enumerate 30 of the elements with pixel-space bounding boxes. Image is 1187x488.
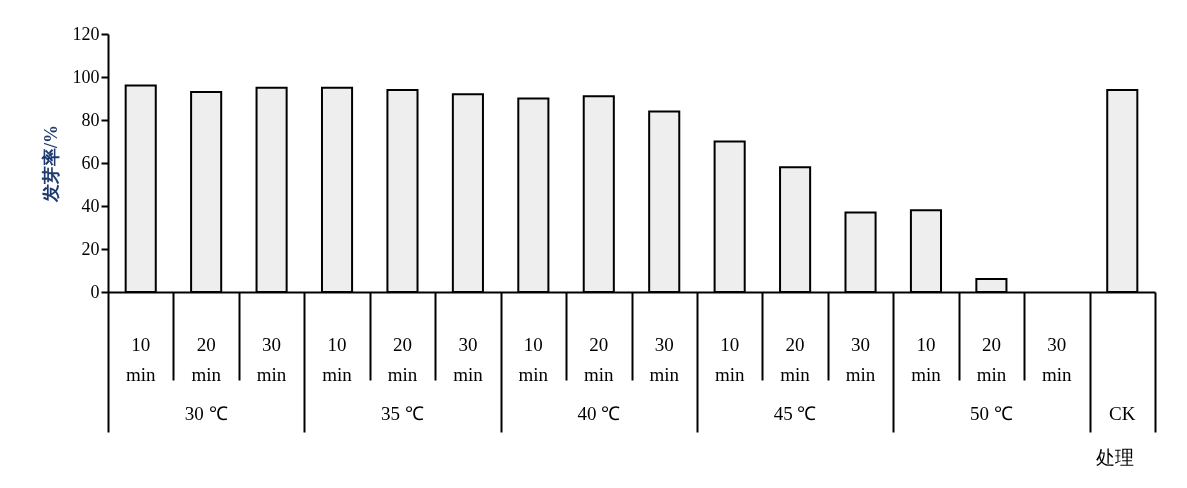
x-axis-title: 处理: [1096, 447, 1134, 468]
x-tick-label: 20 min: [976, 334, 1007, 385]
x-tick-label: 20 min: [780, 334, 811, 385]
x-tick-label: 10 min: [125, 334, 156, 385]
y-tick-label: 120: [72, 23, 100, 44]
x-tick-label: 30 min: [1042, 334, 1073, 385]
x-tick-label: 30 min: [845, 334, 876, 385]
x-tick-label: 30 min: [453, 334, 484, 385]
x-tick-label: 10 min: [322, 334, 353, 385]
text: 50 ℃: [970, 403, 1013, 424]
text: 30 ℃: [184, 403, 228, 424]
x-tick-label: 20 min: [584, 334, 615, 385]
text: 40 ℃: [577, 403, 621, 424]
y-tick-label: 60: [81, 152, 100, 173]
y-tick-label: 100: [72, 66, 100, 87]
x-tick-label: 20 min: [191, 334, 222, 385]
text: 45 ℃: [773, 403, 817, 424]
x-tick-label: 30 min: [256, 334, 287, 385]
x-tick-label: 10 min: [518, 334, 549, 385]
text: CK: [1109, 403, 1136, 424]
y-tick-label: 40: [81, 195, 100, 216]
y-tick-label: 20: [81, 238, 100, 259]
y-tick-label: 80: [81, 109, 100, 130]
x-tick-label: 10 min: [714, 334, 745, 385]
y-axis-title: 发芽率/%: [40, 124, 61, 204]
x-tick-label: 20 min: [387, 334, 418, 385]
x-tick-label: 10 min: [911, 334, 942, 385]
x-tick-label: 30 min: [649, 334, 680, 385]
text: 35 ℃: [381, 403, 424, 424]
y-tick-label: 0: [90, 281, 100, 302]
